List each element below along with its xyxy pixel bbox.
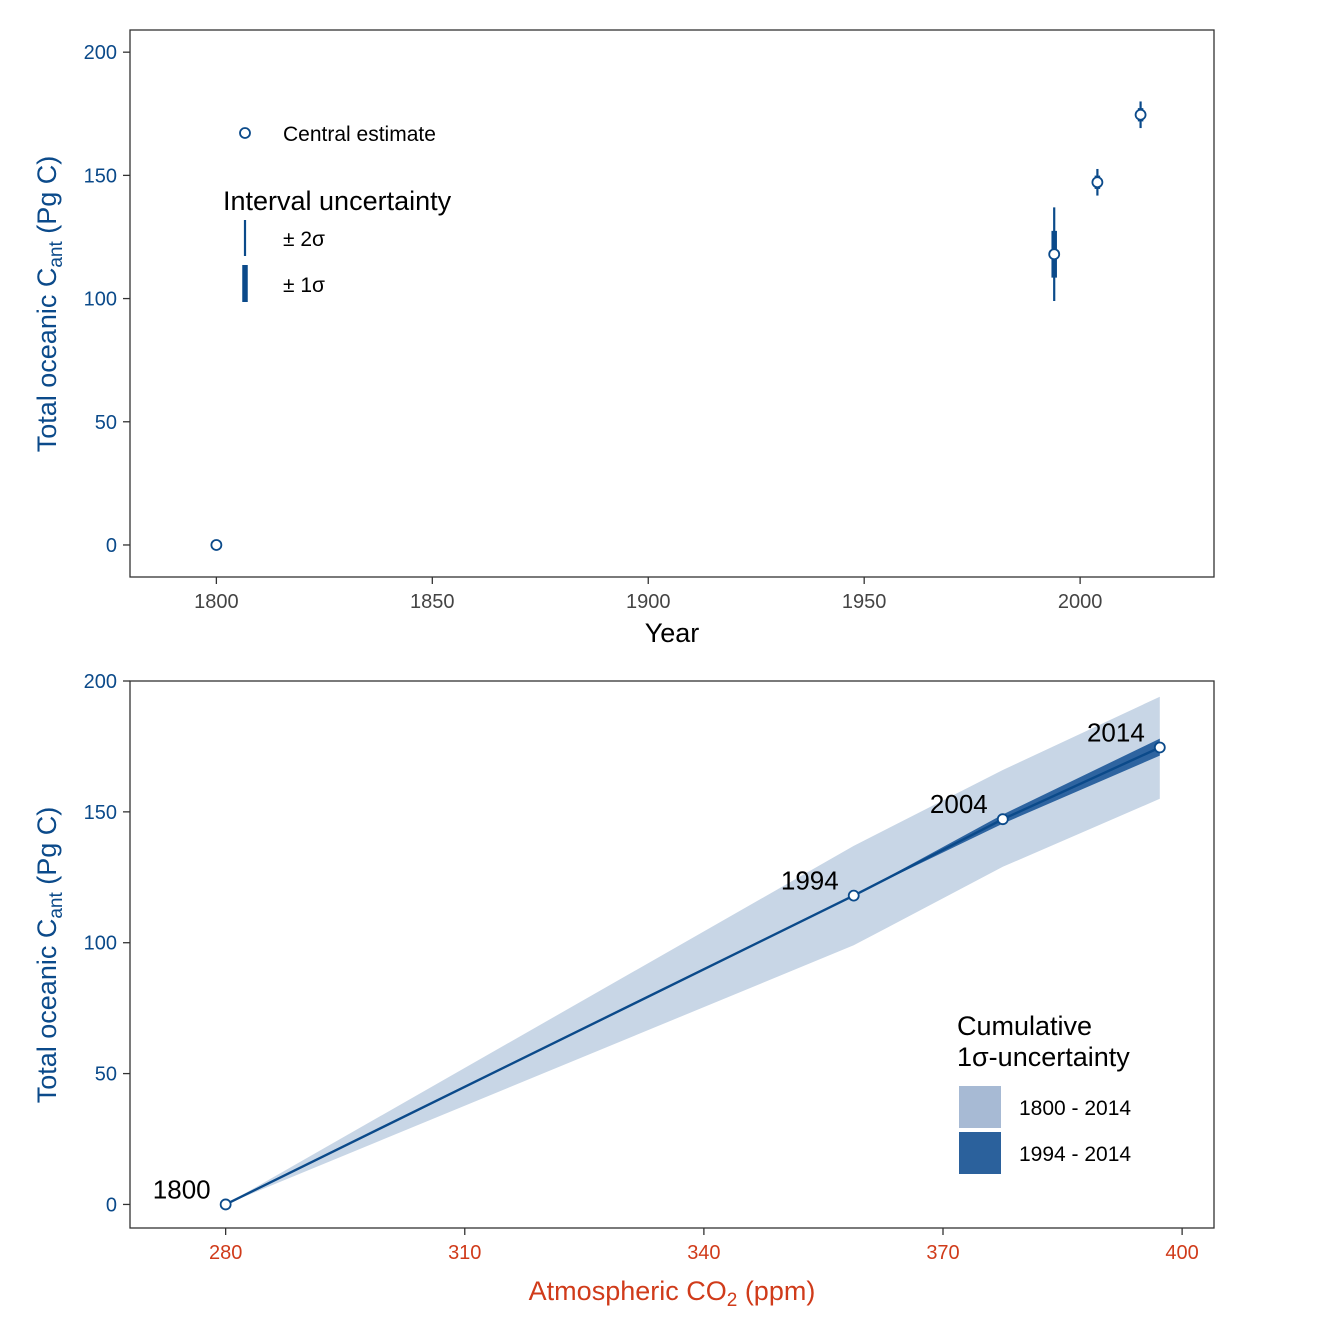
- bottom-y-tick-label: 0: [106, 1194, 117, 1216]
- top-x-tick-label: 1950: [842, 591, 887, 613]
- legend-interval-title: Interval uncertainty: [223, 186, 452, 216]
- bottom-y-tick-label: 200: [84, 671, 117, 693]
- legend-1sigma-label: ± 1σ: [283, 274, 325, 297]
- bottom-data-point: [219, 1198, 232, 1211]
- top-x-tick-label: 1900: [626, 591, 671, 613]
- legend-cumulative-title-line1: Cumulative: [957, 1011, 1092, 1041]
- band-1800-2014: [225, 696, 1160, 1205]
- top-data-point: [1134, 108, 1147, 121]
- top-x-axis-title: Year: [645, 618, 700, 648]
- bottom-x-tick-label: 400: [1165, 1242, 1198, 1264]
- year-label-2004: 2004: [930, 789, 988, 819]
- top-y-tick-label: 200: [84, 42, 117, 64]
- bottom-legend: Cumulative 1σ-uncertainty 1800 - 2014 19…: [957, 1011, 1131, 1174]
- top-y-tick-label: 150: [84, 165, 117, 187]
- legend-1994-2014-label: 1994 - 2014: [1019, 1143, 1131, 1166]
- bottom-plot-frame: [129, 680, 1215, 1229]
- top-marks: [210, 101, 1147, 551]
- year-label-1994: 1994: [781, 866, 839, 896]
- top-x-tick-label: 1850: [410, 591, 455, 613]
- bottom-x-tick-label: 280: [209, 1242, 242, 1264]
- top-legend: Central estimate Interval uncertainty ± …: [223, 123, 452, 302]
- top-y-tick-label: 100: [84, 289, 117, 311]
- year-label-1800: 1800: [153, 1174, 211, 1204]
- bottom-x-tick-label: 370: [926, 1242, 959, 1264]
- bottom-data-point: [847, 889, 860, 902]
- bottom-data-point: [1153, 741, 1166, 754]
- bottom-y-axis-title: Total oceanic Cant (Pg C): [32, 807, 67, 1104]
- top-x-tick-label: 1800: [194, 591, 239, 613]
- bottom-data-point: [996, 813, 1009, 826]
- bottom-y-axis-title-subscript: ant: [46, 892, 67, 919]
- legend-central-estimate-label: Central estimate: [283, 123, 436, 146]
- top-plot-frame: [129, 29, 1215, 578]
- legend-2sigma-label: ± 2σ: [283, 228, 325, 251]
- legend-1994-2014-swatch: [959, 1132, 1001, 1174]
- top-y-tick-label: 50: [95, 412, 117, 434]
- legend-cumulative-title-line2: 1σ-uncertainty: [957, 1042, 1130, 1072]
- bottom-axes: 280 310 340 370 400 0 50 100 150 200: [84, 671, 1199, 1264]
- bottom-x-tick-label: 340: [687, 1242, 720, 1264]
- top-y-axis-title: Total oceanic Cant (Pg C): [32, 156, 67, 453]
- bottom-x-tick-label: 310: [448, 1242, 481, 1264]
- bottom-y-tick-label: 100: [84, 933, 117, 955]
- bottom-panel: 1800 1994 2004 2014 280 310 340 370 400 0 50 100 15…: [32, 671, 1215, 1311]
- top-data-point: [210, 539, 223, 551]
- top-data-point: [1048, 248, 1061, 261]
- year-label-2014: 2014: [1087, 717, 1145, 747]
- legend-1800-2014-label: 1800 - 2014: [1019, 1097, 1131, 1120]
- top-data-point: [1091, 176, 1104, 189]
- top-panel: 1800 1850 1900 1950 2000 0 50 100 150 200 Central…: [32, 29, 1215, 648]
- bottom-x-axis-title: Atmospheric CO2 (ppm): [529, 1276, 816, 1311]
- top-x-tick-label: 2000: [1058, 591, 1103, 613]
- top-y-tick-label: 0: [106, 535, 117, 557]
- bottom-marks: 1800 1994 2004 2014: [153, 696, 1166, 1211]
- legend-1800-2014-swatch: [959, 1086, 1001, 1128]
- legend-central-estimate-key: [239, 127, 251, 139]
- top-axes: 1800 1850 1900 1950 2000 0 50 100 150 200: [84, 42, 1103, 613]
- top-y-axis-title-subscript: ant: [46, 241, 67, 268]
- central-estimate-line: [225, 746, 1161, 1206]
- bottom-x-axis-title-subscript: 2: [727, 1290, 738, 1311]
- bottom-y-tick-label: 150: [84, 802, 117, 824]
- bottom-y-tick-label: 50: [95, 1064, 117, 1086]
